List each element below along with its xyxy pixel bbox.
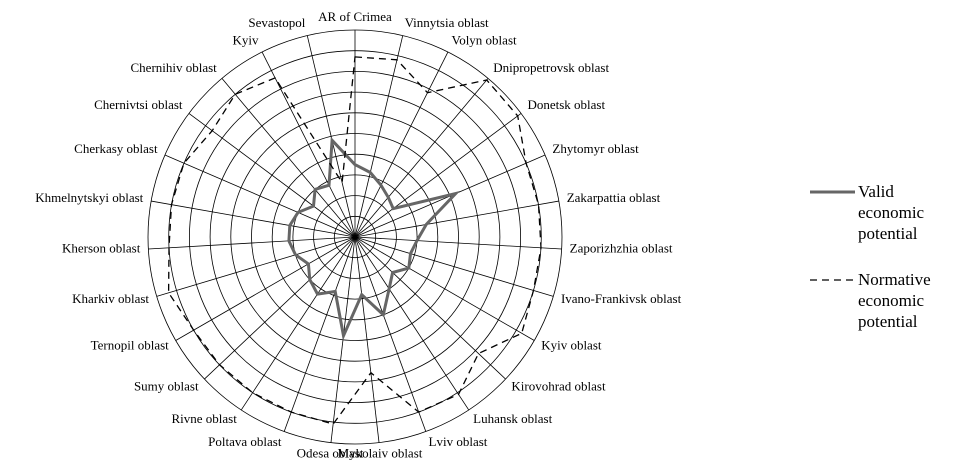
category-label: Lviv oblast (429, 434, 488, 449)
category-label: Cherkasy oblast (74, 141, 158, 156)
spoke (354, 200, 559, 238)
spoke (188, 113, 356, 238)
category-label: Dnipropetrovsk oblast (493, 60, 609, 75)
category-label: Kyiv oblast (541, 337, 602, 352)
category-label: Kirovohrad oblast (511, 378, 606, 393)
category-label: Kyiv (233, 32, 260, 47)
spoke (354, 236, 535, 341)
spoke (306, 35, 356, 238)
category-label: Donetsk oblast (527, 97, 605, 112)
category-label: Chernivtsi oblast (94, 97, 183, 112)
category-label: Vinnytsia oblast (405, 15, 489, 30)
spoke (354, 51, 449, 238)
spoke (354, 236, 427, 432)
category-label: Kharkiv oblast (72, 291, 149, 306)
category-label: Zhytomyr oblast (552, 141, 639, 156)
series-line (167, 56, 542, 425)
category-label: Kherson oblast (62, 241, 141, 256)
category-label: Luhansk oblast (473, 411, 552, 426)
category-label: Zaporizhzhia oblast (570, 241, 673, 256)
spoke (354, 113, 522, 238)
category-label: Odesa oblast (297, 446, 364, 461)
spoke (354, 236, 470, 411)
spoke (221, 78, 356, 238)
category-label: Chernihiv oblast (131, 60, 218, 75)
spoke (204, 236, 356, 380)
spoke (283, 236, 356, 432)
spoke (156, 236, 356, 297)
category-label: Volyn oblast (451, 32, 517, 47)
legend-label: Normative economic potential (858, 270, 931, 331)
category-label: Mykolaiv oblast (338, 446, 423, 461)
spoke (354, 78, 489, 238)
category-label: Zakarpattia oblast (567, 190, 661, 205)
category-label: Ivano-Frankivsk oblast (561, 291, 682, 306)
category-label: Khmelnytskyi oblast (35, 190, 143, 205)
spoke (175, 236, 356, 341)
category-label: Rivne oblast (171, 411, 237, 426)
category-label: AR of Crimea (318, 9, 392, 24)
spoke (354, 236, 506, 380)
spoke (354, 35, 404, 238)
spoke (151, 200, 356, 238)
spoke (164, 154, 356, 238)
spoke (240, 236, 356, 411)
spoke (354, 236, 380, 443)
series-line (287, 136, 461, 341)
category-label: Ternopil oblast (91, 337, 170, 352)
spoke (354, 236, 562, 250)
category-label: Poltava oblast (208, 434, 282, 449)
category-label: Sevastopol (248, 15, 305, 30)
spoke (148, 236, 356, 250)
spoke (354, 236, 554, 297)
legend-label: Valid economic potential (858, 182, 925, 243)
category-label: Sumy oblast (134, 378, 199, 393)
